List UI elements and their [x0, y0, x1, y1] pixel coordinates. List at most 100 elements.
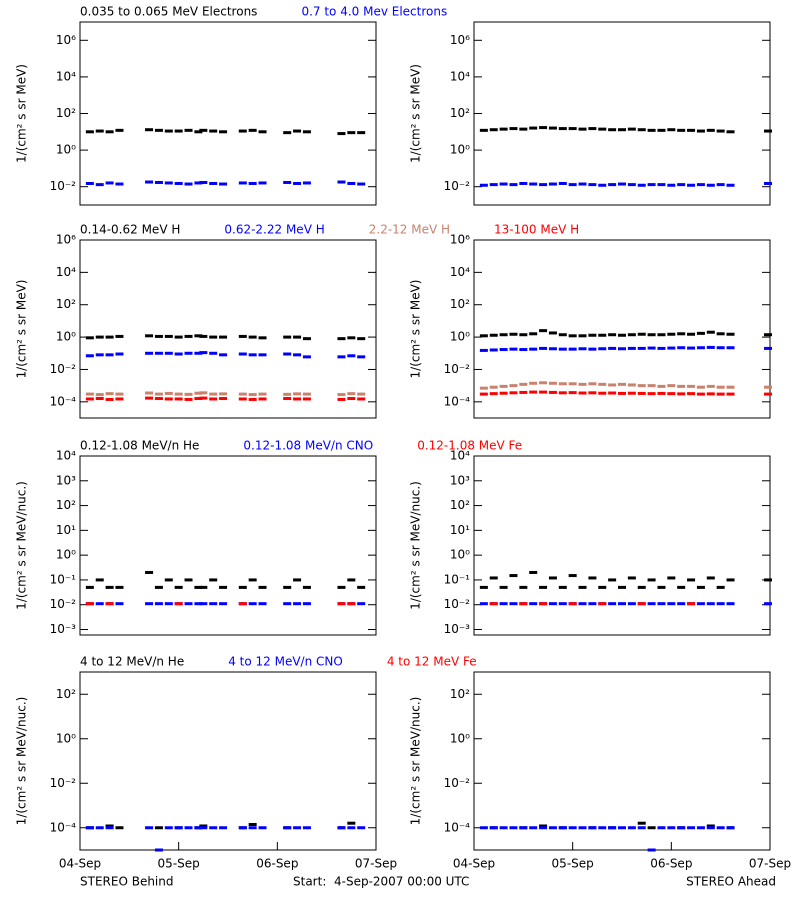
data-point [219, 392, 228, 396]
data-point [529, 381, 538, 385]
data-point [347, 821, 356, 825]
y-tick-label: 10² [56, 687, 76, 701]
data-point [687, 826, 696, 830]
plot-frame [79, 239, 377, 419]
data-point [164, 397, 173, 401]
data-point [647, 826, 656, 830]
data-point [539, 585, 548, 589]
data-point [145, 602, 154, 606]
x-tick-label: 06-Sep [256, 857, 298, 871]
data-point [667, 183, 676, 187]
data-point [347, 131, 356, 135]
y-tick-label: 10⁶ [56, 233, 76, 247]
data-point [696, 585, 705, 589]
data-point [519, 602, 528, 606]
y-tick-label: 10¹ [450, 523, 470, 537]
data-point [764, 181, 773, 185]
plot-frame [473, 455, 771, 636]
data-point [578, 182, 587, 186]
data-point [716, 346, 725, 350]
data-point [568, 183, 577, 187]
data-point [618, 602, 626, 606]
data-point [588, 333, 597, 337]
data-point [248, 822, 257, 826]
data-point [302, 397, 311, 401]
data-point [618, 182, 626, 186]
data-point [548, 347, 557, 351]
data-point [219, 130, 228, 134]
data-point [706, 824, 715, 828]
data-point [539, 826, 548, 830]
data-point [283, 180, 292, 184]
data-point [647, 384, 656, 388]
data-point [258, 130, 267, 134]
data-point [337, 397, 346, 401]
data-point [667, 576, 676, 580]
legend-entry: 2.2-12 MeV H [369, 223, 450, 237]
data-point [283, 352, 292, 356]
data-point [219, 353, 228, 357]
data-point [647, 346, 656, 350]
data-point [548, 390, 557, 394]
data-point [219, 182, 228, 186]
data-point [529, 126, 538, 130]
data-point [238, 826, 247, 830]
data-point [337, 355, 346, 359]
data-point [764, 578, 773, 582]
data-point [608, 346, 617, 350]
data-point [637, 585, 646, 589]
y-tick-label: 10⁻² [50, 179, 77, 193]
data-point [716, 183, 725, 187]
data-point [115, 585, 124, 589]
data-point [154, 180, 163, 184]
plot-frame [79, 21, 377, 206]
data-point [677, 128, 686, 132]
y-axis-label: 1/(cm² s sr MeV/nuc.) [409, 481, 423, 610]
y-tick-label: 10² [56, 297, 76, 311]
data-point [509, 183, 518, 187]
data-point [667, 384, 676, 388]
y-tick-label: 10⁴ [450, 265, 470, 279]
data-point [489, 333, 498, 337]
data-point [194, 602, 203, 606]
data-point [145, 391, 154, 395]
data-point [115, 352, 124, 356]
data-point [219, 397, 228, 401]
data-point [627, 346, 636, 350]
data-point [248, 335, 257, 339]
data-point [716, 332, 725, 336]
y-axis-label: 1/(cm² s sr MeV) [15, 280, 29, 379]
data-point [302, 181, 311, 185]
data-point [716, 129, 725, 133]
data-point [199, 396, 208, 400]
data-point [509, 574, 518, 578]
y-tick-label: 10⁻² [444, 597, 471, 611]
data-point [248, 181, 257, 185]
data-point [618, 826, 626, 830]
data-point [608, 578, 617, 582]
data-point [558, 382, 567, 386]
y-tick-label: 10⁻⁴ [50, 394, 77, 408]
y-tick-label: 10⁶ [450, 33, 470, 47]
data-point [174, 335, 183, 339]
data-point [548, 331, 557, 335]
data-point [174, 602, 183, 606]
data-point [598, 602, 607, 606]
data-point [174, 129, 183, 133]
y-tick-label: 10⁰ [450, 330, 470, 344]
y-tick-label: 10⁻² [444, 362, 471, 376]
plot-frame [473, 239, 771, 419]
y-tick-label: 10⁴ [56, 449, 76, 463]
data-point [258, 336, 267, 340]
data-point [199, 334, 208, 338]
data-point [677, 183, 686, 187]
plot-frame [79, 455, 377, 636]
data-point [716, 602, 725, 606]
data-point [637, 384, 646, 388]
data-point [248, 393, 257, 397]
data-point [115, 602, 124, 606]
data-point [696, 385, 705, 389]
data-point [154, 334, 163, 338]
data-point [302, 130, 311, 134]
data-point [539, 329, 548, 333]
